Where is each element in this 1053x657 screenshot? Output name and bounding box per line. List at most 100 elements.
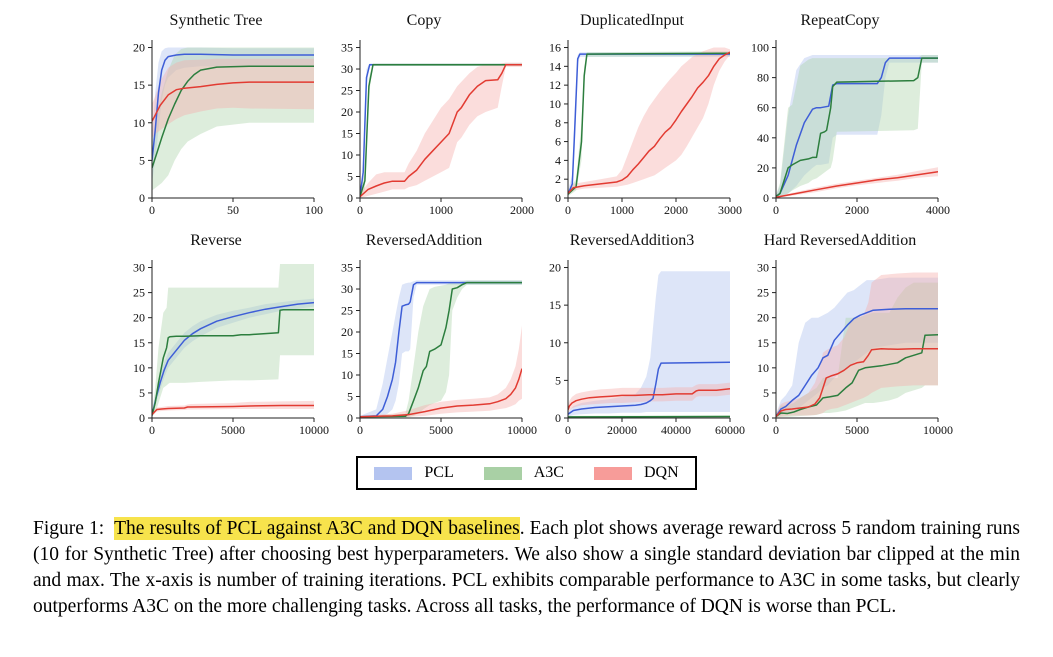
y-tick-label: 5 [347, 170, 353, 184]
plot-canvas: 0 5 10 15 20 25 30 0 5000 10000 [133, 260, 329, 437]
y-tick-label: 35 [341, 261, 353, 275]
figure-plots: Synthetic Tree 0 5 10 15 20 0 50 100 Copy 0 5 10 15 20… [112, 10, 1053, 444]
y-tick-label: 10 [757, 361, 769, 375]
a3c-line [776, 57, 938, 198]
y-tick-label: 10 [133, 116, 145, 130]
y-tick-label: 30 [341, 62, 353, 76]
legend-item-a3c: A3C [483, 464, 564, 482]
pcl-line [152, 301, 314, 416]
dqn-band [568, 382, 730, 413]
pcl-line [360, 281, 522, 418]
y-tick-label: 15 [549, 298, 561, 312]
x-tick-label: 100 [305, 203, 323, 217]
plot-reversedaddition: ReversedAddition 0 5 10 15 20 25 30 35 0 5000 10000 [320, 230, 537, 444]
dqn-band [152, 400, 314, 416]
x-tick-label: 5000 [221, 423, 245, 437]
plot-hard-reversedaddition: Hard ReversedAddition 0 5 10 15 20 25 30 0 5000 10… [736, 230, 953, 444]
y-tick-label: 80 [757, 71, 769, 85]
y-tick-label: 25 [133, 286, 145, 300]
y-tick-label: 25 [341, 304, 353, 318]
y-tick-label: 8 [555, 116, 561, 130]
y-tick-label: 30 [757, 261, 769, 275]
dqn-swatch-icon [593, 466, 632, 480]
a3c-band [776, 55, 938, 198]
y-tick-label: 0 [347, 411, 353, 425]
y-tick-label: 35 [341, 41, 353, 55]
plot-title: Synthetic Tree [169, 12, 263, 29]
plot-canvas: 0 5 10 15 20 25 30 35 0 1000 2000 [341, 40, 534, 217]
y-tick-label: 12 [549, 78, 561, 92]
y-tick-label: 15 [341, 127, 353, 141]
x-tick-label: 10000 [923, 423, 953, 437]
x-tick-label: 5000 [845, 423, 869, 437]
x-tick-label: 1000 [429, 203, 453, 217]
plots-row-top: Synthetic Tree 0 5 10 15 20 0 50 100 Copy 0 5 10 15 20… [112, 10, 1053, 224]
pcl-swatch-icon [374, 466, 413, 480]
x-tick-label: 0 [773, 423, 779, 437]
x-tick-label: 40000 [661, 423, 691, 437]
plot-synthetic-tree: Synthetic Tree 0 5 10 15 20 0 50 100 [112, 10, 323, 224]
y-tick-label: 40 [757, 131, 769, 145]
y-tick-label: 100 [751, 41, 769, 55]
pcl-band [152, 298, 314, 417]
dqn-line [360, 63, 522, 198]
pcl-band [776, 55, 938, 198]
y-tick-label: 2 [555, 172, 561, 186]
x-tick-label: 0 [357, 203, 363, 217]
caption-label: Figure 1: [33, 518, 105, 539]
y-tick-label: 20 [133, 41, 145, 55]
dqn-line [776, 348, 938, 417]
plot-title: RepeatCopy [800, 12, 880, 29]
a3c-line [360, 63, 522, 197]
legend-label: DQN [643, 464, 679, 481]
x-tick-label: 60000 [715, 423, 745, 437]
dqn-line [360, 368, 522, 418]
x-tick-label: 20000 [607, 423, 637, 437]
a3c-line [152, 65, 314, 169]
y-tick-label: 30 [133, 261, 145, 275]
dqn-band [568, 47, 730, 196]
x-tick-label: 0 [565, 203, 571, 217]
plot-repeatcopy: RepeatCopy 0 20 40 60 80 100 0 2000 4000 [736, 10, 950, 224]
plot-title: ReversedAddition3 [569, 232, 695, 249]
pcl-line [152, 53, 314, 161]
y-tick-label: 10 [549, 336, 561, 350]
y-tick-label: 20 [341, 325, 353, 339]
y-tick-label: 15 [757, 336, 769, 350]
plot-copy: Copy 0 5 10 15 20 25 30 35 0 1000 2000 [320, 10, 534, 224]
legend: PCL A3C DQN [356, 456, 697, 490]
plot-canvas: 0 5 10 15 20 0 50 100 [133, 40, 323, 217]
legend-label: PCL [424, 464, 454, 481]
x-tick-label: 2000 [510, 203, 534, 217]
a3c-line [776, 333, 938, 418]
plots-row-bottom: Reverse 0 5 10 15 20 25 30 0 5000 10000 ReversedAdd… [112, 230, 1053, 444]
y-tick-label: 10 [549, 97, 561, 111]
y-tick-label: 5 [763, 386, 769, 400]
dqn-line [568, 387, 730, 410]
x-tick-label: 4000 [926, 203, 950, 217]
legend-label: A3C [533, 464, 564, 481]
y-tick-label: 0 [139, 191, 145, 205]
y-tick-label: 0 [763, 191, 769, 205]
y-tick-label: 5 [139, 153, 145, 167]
plot-duplicatedinput: DuplicatedInput 0 2 4 6 8 10 12 14 16 0 1000 2000 300… [528, 10, 742, 224]
y-tick-label: 10 [341, 148, 353, 162]
plot-title: ReversedAddition [365, 232, 483, 249]
y-tick-label: 20 [549, 261, 561, 275]
pcl-line [776, 57, 938, 198]
x-tick-label: 0 [357, 423, 363, 437]
plot-canvas: 0 5 10 15 20 25 30 0 5000 10000 [757, 260, 953, 437]
dqn-line [568, 51, 730, 194]
x-tick-label: 0 [565, 423, 571, 437]
y-tick-label: 4 [555, 153, 561, 167]
a3c-line [360, 281, 522, 418]
plot-canvas: 0 5 10 15 20 25 30 35 0 5000 10000 [341, 260, 537, 437]
y-tick-label: 14 [549, 59, 561, 73]
y-tick-label: 20 [757, 311, 769, 325]
dqn-line [152, 404, 314, 416]
x-tick-label: 0 [773, 203, 779, 217]
dqn-band [152, 58, 314, 138]
y-tick-label: 15 [133, 78, 145, 92]
x-tick-label: 0 [149, 203, 155, 217]
